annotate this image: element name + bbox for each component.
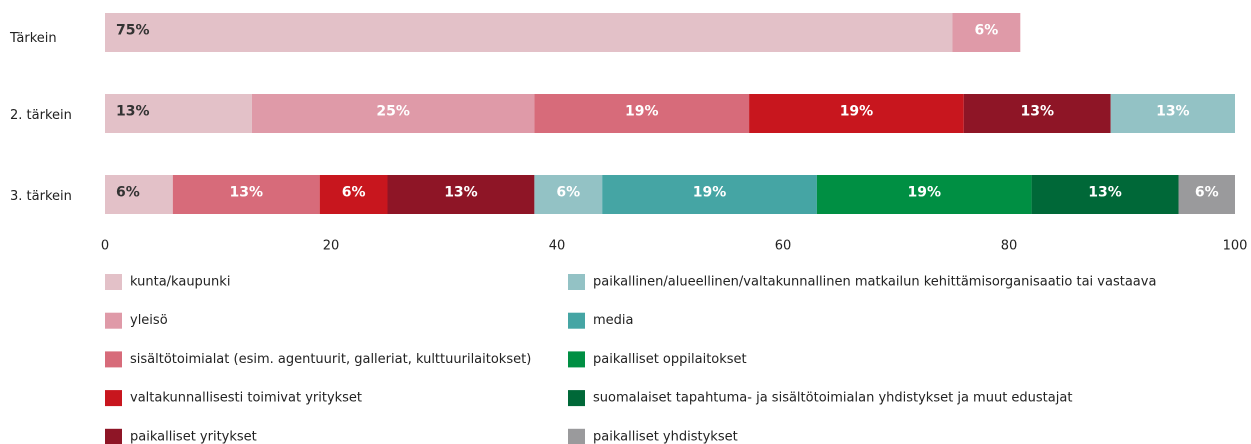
value-label: 25% (376, 104, 410, 120)
legend-label: yleisö (130, 313, 168, 328)
value-label: 6% (556, 185, 580, 201)
value-label: 19% (840, 104, 874, 120)
x-tick-label: 100 (1223, 239, 1248, 254)
value-label: 13% (229, 185, 263, 201)
value-label: 13% (1156, 104, 1190, 120)
value-label: 13% (1020, 104, 1054, 120)
legend-swatch (105, 312, 122, 329)
bars (105, 13, 1235, 214)
legend-label: suomalaiset tapahtuma- ja sisältötoimial… (593, 391, 1072, 406)
bar-segment (387, 175, 535, 214)
value-label: 6% (1195, 185, 1219, 201)
legend-label: sisältötoimialat (esim. agentuurit, gall… (130, 352, 531, 367)
value-label: 6% (342, 185, 366, 201)
bar-segment (534, 175, 603, 214)
bar-segment (749, 94, 964, 133)
legend-swatch (105, 428, 122, 444)
legend-swatch (568, 390, 585, 407)
value-label: 19% (693, 185, 727, 201)
legend-swatch (568, 351, 585, 368)
legend-label: media (593, 313, 634, 328)
category-label: Tärkein (9, 31, 57, 46)
bar-segment (105, 175, 173, 214)
value-label: 19% (907, 185, 941, 201)
value-label: 6% (116, 185, 140, 201)
legend-label: valtakunnallisesti toimivat yritykset (130, 391, 362, 406)
value-label: 13% (116, 104, 150, 120)
legend-swatch (105, 351, 122, 368)
bar-segment (534, 94, 750, 133)
bar-segment (1110, 94, 1235, 133)
bar-segment (172, 175, 320, 214)
value-label: 13% (1088, 185, 1122, 201)
legend-swatch (105, 274, 122, 290)
bar-segment (1178, 175, 1235, 214)
x-tick-label: 60 (775, 239, 792, 254)
legend-swatch (568, 274, 585, 290)
value-label: 6% (975, 23, 999, 39)
bar-segment (105, 94, 252, 133)
category-label: 2. tärkein (10, 108, 72, 123)
value-label: 75% (116, 23, 150, 39)
bar-segment (952, 13, 1021, 52)
value-label: 19% (625, 104, 659, 120)
x-tick-label: 0 (101, 239, 109, 254)
bar-segment (963, 94, 1111, 133)
bar-segment (816, 175, 1032, 214)
x-tick-label: 20 (323, 239, 340, 254)
bar-segment (319, 175, 388, 214)
legend-label: paikalliset yhdistykset (593, 429, 738, 444)
legend-swatch (105, 390, 122, 407)
value-label: 13% (444, 185, 478, 201)
bar-segment (251, 94, 535, 133)
x-tick-label: 80 (1001, 239, 1018, 254)
legend-label: paikallinen/alueellinen/valtakunnallinen… (593, 275, 1156, 290)
x-tick-label: 40 (549, 239, 566, 254)
category-label: 3. tärkein (10, 189, 72, 204)
bar-segment (1031, 175, 1179, 214)
bar-segment (105, 13, 953, 52)
legend-swatch (568, 428, 585, 444)
legend-label: paikalliset yritykset (130, 429, 257, 444)
legend-swatch (568, 312, 585, 329)
legend-label: kunta/kaupunki (130, 275, 230, 290)
bar-segment (602, 175, 817, 214)
legend-label: paikalliset oppilaitokset (593, 352, 747, 367)
